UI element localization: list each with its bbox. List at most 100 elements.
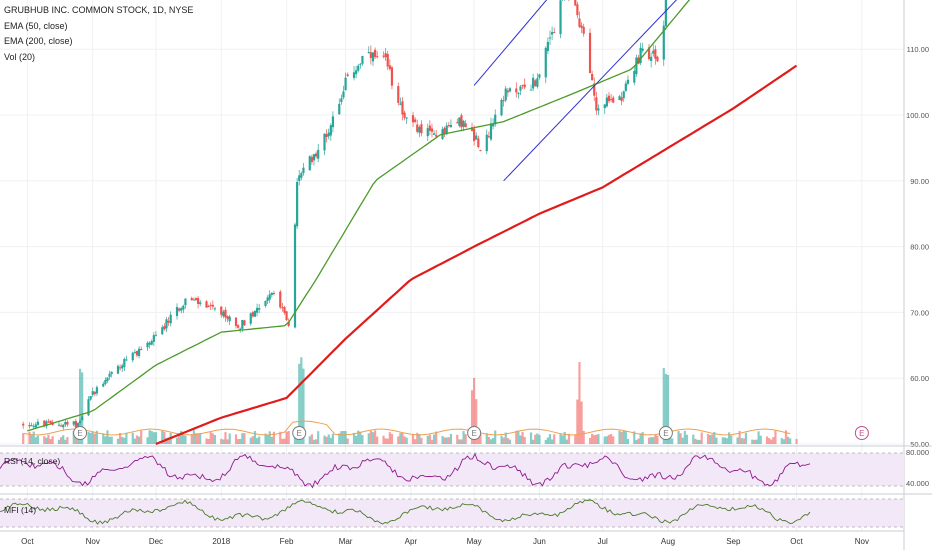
candle-body (110, 371, 113, 374)
candle-body (544, 47, 547, 78)
volume-bar (390, 433, 394, 444)
candle-body (578, 18, 581, 27)
volume-bar (62, 435, 65, 444)
volume-bar (342, 430, 345, 444)
candle-body (150, 341, 153, 345)
volume-bar (255, 438, 259, 444)
volume-bar (43, 436, 46, 444)
candle-body (62, 424, 65, 428)
candle-body (131, 352, 134, 361)
volume-bar (671, 438, 674, 444)
volume-bar (270, 436, 273, 444)
candle-body (550, 32, 554, 35)
candle-body (559, 0, 562, 35)
candle-body (258, 308, 261, 310)
candle-body (479, 150, 482, 152)
rsi-line (0, 452, 811, 489)
volume-bar (666, 374, 670, 444)
candle-body (87, 399, 90, 416)
candle-body (270, 292, 273, 295)
volume-bar (22, 433, 25, 444)
volume-bar (317, 431, 320, 444)
volume-bar (544, 439, 547, 444)
x-tick-label: Apr (405, 537, 418, 546)
volume-bar (340, 431, 343, 444)
volume-bar (504, 432, 507, 444)
candle-body (532, 77, 535, 89)
candle-body (137, 348, 141, 356)
volume-bar (205, 438, 208, 444)
volume-bar (605, 436, 608, 444)
candle-body (414, 119, 417, 122)
candle-body (249, 313, 252, 324)
volume-bar (744, 432, 748, 444)
candle-body (656, 56, 659, 62)
candle-body (456, 122, 459, 124)
volume-bar (32, 431, 35, 444)
candle-body (302, 167, 305, 174)
candle-body (207, 306, 210, 308)
candle-body (426, 128, 429, 137)
volume-bar (352, 432, 356, 444)
volume-bar (382, 435, 385, 444)
y-axis: 50.0060.0070.0080.0090.00100.00110.00120… (903, 0, 929, 550)
rsi-pane: 80.000 40.000 (0, 445, 932, 489)
volume-bar (66, 437, 69, 444)
volume-bar (679, 433, 682, 444)
candle-body (517, 92, 520, 94)
volume-bar (95, 430, 99, 444)
volume-bar (677, 431, 680, 444)
candle-body (76, 423, 80, 427)
grid (0, 0, 904, 531)
volume-bar (582, 430, 585, 444)
candle-body (508, 88, 512, 92)
candle-body (298, 175, 301, 181)
volume-bar (239, 438, 242, 444)
candle-body (618, 96, 621, 100)
volume-bar (784, 430, 788, 444)
volume-bar (755, 439, 758, 444)
volume-bar (373, 430, 377, 444)
volume-bar (546, 437, 549, 444)
volume-bar (91, 431, 94, 444)
volume-bar (64, 439, 67, 444)
candle-body (255, 307, 259, 313)
candle-body (612, 97, 615, 103)
candle-body (205, 301, 208, 308)
volume-bar (681, 437, 684, 444)
volume-bar (293, 435, 297, 444)
candle-body (506, 90, 509, 93)
volume-bar (308, 436, 311, 444)
earnings-marker (292, 426, 307, 440)
volume-bar (595, 434, 598, 444)
candle-body (639, 47, 642, 64)
volume-bar (137, 436, 141, 444)
volume-bar (182, 435, 185, 444)
candle-body (228, 316, 231, 322)
volume-bar (462, 431, 465, 444)
volume-bar (258, 436, 261, 444)
candle-body (382, 55, 385, 57)
candle-body (47, 421, 50, 423)
volume-bar (310, 434, 313, 444)
volume-bar (770, 439, 773, 444)
candle-body (237, 325, 240, 328)
volume-bar (774, 430, 777, 444)
volume-bar (119, 432, 122, 444)
candle-body (178, 308, 181, 311)
candle-body (593, 83, 596, 96)
volume-bar (491, 438, 495, 444)
volume-bar (696, 439, 699, 444)
candle-body (241, 319, 244, 329)
volume-bar (591, 433, 594, 444)
candle-body (489, 123, 493, 140)
volume-bar (603, 436, 606, 444)
volume-bar (207, 438, 210, 444)
volume-bar (536, 433, 539, 444)
volume-bar (199, 432, 202, 444)
candle-body (403, 112, 406, 118)
volume-bar (715, 437, 718, 444)
volume-bar (190, 434, 193, 444)
volume-bar (386, 438, 389, 444)
volume-bar (243, 433, 246, 444)
